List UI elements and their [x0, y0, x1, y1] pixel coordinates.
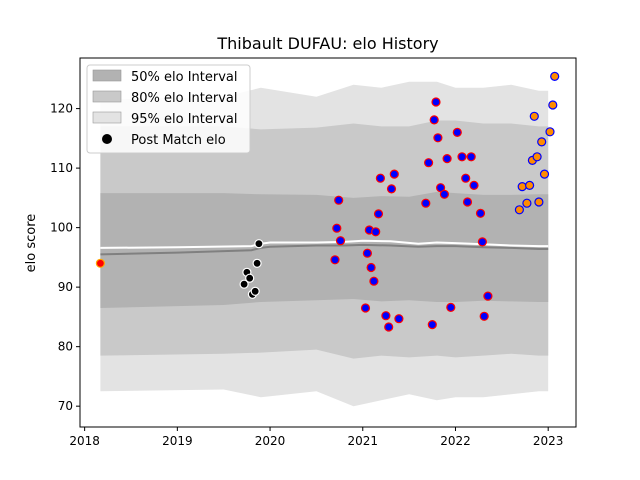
post-match-point-12: [360, 303, 371, 313]
post-match-point-48: [524, 180, 535, 190]
x-tick-label-2020: 2020: [255, 434, 286, 448]
post-match-point-16: [369, 276, 379, 286]
plot-frame: [79, 57, 577, 428]
y-tick-label-100: 100: [50, 221, 73, 235]
post-match-point-52: [534, 197, 544, 207]
post-match-point-35: [452, 127, 462, 137]
x-tick-label-2023: 2023: [533, 434, 564, 448]
post-match-point-26: [424, 158, 434, 168]
x-tick-label-2021: 2021: [347, 434, 378, 448]
post-match-point-50: [529, 111, 539, 121]
post-match-point-56: [548, 100, 558, 110]
y-tick-label-80: 80: [58, 340, 73, 354]
legend-label-2: 95% elo Interval: [131, 112, 238, 127]
post-match-point-36: [457, 152, 467, 162]
y-tick-label-70: 70: [58, 399, 73, 413]
post-match-point-37: [461, 173, 471, 183]
post-match-points: [95, 71, 560, 332]
post-match-point-8: [330, 255, 340, 265]
post-match-point-13: [362, 248, 372, 258]
legend-label-1: 80% elo Interval: [131, 91, 238, 106]
post-match-point-9: [332, 223, 342, 233]
post-match-point-30: [433, 133, 443, 143]
post-match-point-29: [431, 97, 441, 107]
post-match-point-11: [335, 236, 346, 246]
x-tick-label-2022: 2022: [440, 434, 471, 448]
series-line-0: [100, 243, 549, 256]
post-match-point-42: [477, 237, 487, 247]
post-match-point-5: [250, 286, 260, 296]
x-tick-label-2019: 2019: [162, 434, 193, 448]
post-match-point-21: [384, 322, 394, 332]
post-match-point-15: [366, 262, 376, 273]
post-match-point-33: [442, 154, 452, 164]
post-match-point-43: [479, 311, 489, 321]
legend-swatch-1: [92, 90, 122, 103]
legend-label-0: 50% elo Interval: [131, 70, 238, 85]
y-axis: 70 80 90 100 110 120: [50, 102, 80, 413]
post-match-point-44: [483, 291, 493, 301]
post-match-point-57: [550, 71, 560, 82]
post-match-point-55: [545, 127, 555, 137]
post-match-point-24: [394, 314, 404, 324]
post-match-point-45: [514, 205, 525, 215]
post-match-point-38: [462, 197, 473, 207]
post-match-point-47: [522, 198, 532, 208]
post-match-point-22: [386, 184, 397, 194]
post-match-point-51: [532, 152, 542, 162]
post-match-point-27: [427, 320, 437, 330]
post-match-point-31: [436, 183, 446, 193]
legend: 50% elo Interval 80% elo Interval 95% elo …: [86, 64, 251, 154]
post-match-point-39: [466, 152, 476, 162]
post-match-point-19: [375, 173, 385, 183]
chart-title: Thibault DUFAU: elo History: [216, 34, 438, 53]
post-match-point-40: [469, 180, 479, 190]
post-match-point-7: [254, 239, 264, 249]
post-match-point-34: [446, 302, 456, 312]
x-axis: 2018 2019 2020 2021 2022 2023: [69, 427, 563, 448]
post-match-point-3: [245, 273, 255, 283]
post-match-point-46: [517, 182, 527, 192]
post-match-point-54: [539, 169, 550, 179]
post-match-point-53: [537, 137, 547, 147]
legend-swatch-0: [92, 69, 122, 82]
post-match-point-17: [371, 227, 381, 237]
y-axis-label: elo score: [24, 214, 39, 273]
elo-interval-bands: [100, 81, 549, 407]
legend-label-3: Post Match elo: [131, 133, 226, 148]
post-match-point-18: [373, 209, 384, 219]
post-match-point-1: [239, 279, 249, 289]
legend-box: [86, 64, 251, 154]
post-match-point-32: [439, 189, 449, 199]
post-match-point-28: [429, 115, 439, 125]
post-match-point-0: [95, 258, 106, 268]
post-match-point-41: [475, 208, 486, 218]
post-match-point-25: [421, 198, 431, 208]
legend-swatch-2: [92, 111, 122, 124]
post-match-point-23: [389, 169, 399, 179]
y-tick-label-110: 110: [50, 161, 73, 175]
band-50-interval: [100, 191, 549, 308]
y-tick-label-90: 90: [58, 280, 73, 294]
post-match-point-20: [381, 311, 391, 321]
post-match-point-10: [334, 195, 344, 205]
y-tick-label-120: 120: [50, 102, 73, 116]
legend-marker-3: [102, 134, 112, 144]
post-match-point-6: [252, 258, 262, 268]
x-tick-label-2018: 2018: [69, 434, 100, 448]
